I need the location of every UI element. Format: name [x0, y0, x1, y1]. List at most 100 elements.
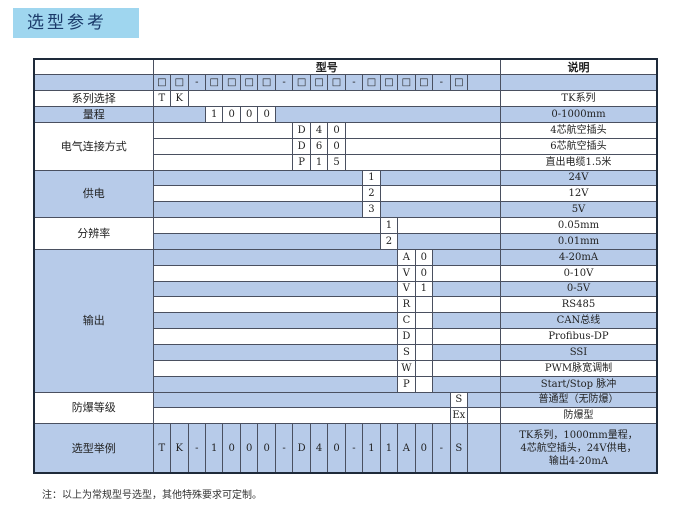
section-title: 选型参考	[13, 8, 139, 38]
example-code-cell: 0	[414, 423, 434, 474]
code-template-cell: -	[187, 74, 207, 92]
empty-cell	[152, 232, 381, 250]
code-template-cell: □	[397, 74, 416, 92]
template-desc-cell	[499, 74, 658, 92]
description-cell: Profibus-DP	[499, 328, 658, 345]
empty-cell	[379, 169, 501, 187]
description-cell: TK系列	[499, 90, 658, 108]
code-cell: 1	[362, 169, 381, 187]
example-code-cell: -	[432, 423, 451, 474]
example-code-cell: 4	[309, 423, 329, 474]
example-code-cell: D	[292, 423, 311, 474]
code-cell: D	[292, 121, 311, 139]
empty-cell	[152, 248, 399, 266]
example-code-cell: -	[274, 423, 294, 474]
example-code-cell: 0	[257, 423, 276, 474]
description-cell: Start/Stop 脉冲	[499, 375, 658, 393]
example-code-cell: 1	[204, 423, 224, 474]
empty-cell	[344, 153, 501, 171]
code-cell	[414, 328, 434, 345]
description-cell: 防爆型	[499, 407, 658, 425]
code-cell: V	[397, 264, 416, 282]
selection-table: 型号 说明 □ □ - □ □ □ □ - □ □ □ - □ □ □ □ - □ 系列选择 T K TK系列 量程 1 0 0 0 0-…	[33, 58, 658, 474]
code-template-cell: -	[344, 74, 364, 92]
code-cell: 0	[414, 264, 434, 282]
code-template-cell: □	[449, 74, 469, 92]
description-cell: RS485	[499, 296, 658, 314]
code-template-cell: □	[292, 74, 311, 92]
code-cell: R	[397, 296, 416, 314]
code-cell: 4	[309, 121, 329, 139]
example-code-cell: S	[449, 423, 469, 474]
empty-cell	[152, 359, 399, 377]
corner-cell	[33, 58, 154, 76]
empty-cell	[432, 375, 501, 393]
example-description-line: 4芯航空插头，24V供电，	[520, 442, 637, 454]
example-code-cell: 1	[379, 423, 399, 474]
empty-cell	[152, 185, 364, 203]
example-code-cell: T	[152, 423, 172, 474]
code-cell: D	[397, 328, 416, 345]
empty-cell	[397, 232, 501, 250]
empty-cell	[152, 201, 364, 219]
empty-cell	[432, 343, 501, 361]
code-cell: 6	[309, 137, 329, 155]
code-cell: 1	[414, 280, 434, 298]
code-cell: Ex	[449, 407, 469, 425]
empty-cell	[467, 407, 501, 425]
empty-cell	[274, 106, 501, 123]
code-cell: 1	[379, 217, 399, 234]
row-label: 选型举例	[33, 423, 154, 474]
row-label: 供电	[33, 169, 154, 219]
code-cell: 2	[379, 232, 399, 250]
empty-cell	[432, 280, 501, 298]
empty-cell	[467, 391, 501, 409]
code-template-cell: -	[274, 74, 294, 92]
code-template-cell: □	[222, 74, 241, 92]
code-cell: 5	[327, 153, 346, 171]
description-cell: 0-1000mm	[499, 106, 658, 123]
example-code-cell: -	[187, 423, 207, 474]
code-cell	[414, 312, 434, 330]
code-cell	[414, 359, 434, 377]
empty-cell	[187, 90, 501, 108]
template-label-cell	[33, 74, 154, 92]
empty-cell	[344, 137, 501, 155]
code-cell: W	[397, 359, 416, 377]
empty-cell	[152, 106, 207, 123]
row-label: 输出	[33, 248, 154, 393]
code-cell: 1	[204, 106, 224, 123]
row-label: 量程	[33, 106, 154, 123]
example-description-line: TK系列，1000mm量程，	[519, 429, 638, 441]
empty-cell	[344, 121, 501, 139]
example-code-cell: -	[344, 423, 364, 474]
code-cell: K	[170, 90, 189, 108]
code-cell: 3	[362, 201, 381, 219]
empty-cell	[432, 296, 501, 314]
template-spacer-cell	[467, 74, 501, 92]
model-header: 型号	[152, 58, 501, 76]
code-cell: 2	[362, 185, 381, 203]
empty-cell	[432, 328, 501, 345]
code-template-cell: □	[309, 74, 329, 92]
row-label: 防爆等级	[33, 391, 154, 425]
example-code-cell: A	[397, 423, 416, 474]
empty-cell	[152, 137, 294, 155]
code-template-cell: □	[239, 74, 259, 92]
row-label: 系列选择	[33, 90, 154, 108]
example-code-cell: 0	[222, 423, 241, 474]
code-template-cell: □	[257, 74, 276, 92]
row-label: 分辨率	[33, 217, 154, 250]
example-code-cell: 0	[239, 423, 259, 474]
description-header: 说明	[499, 58, 658, 76]
description-cell: 12V	[499, 185, 658, 203]
description-cell: 普通型（无防爆）	[499, 391, 658, 409]
code-cell: S	[397, 343, 416, 361]
description-cell: CAN总线	[499, 312, 658, 330]
empty-cell	[432, 264, 501, 282]
code-template-cell: □	[204, 74, 224, 92]
empty-cell	[379, 185, 501, 203]
empty-cell	[152, 280, 399, 298]
code-template-cell: -	[432, 74, 451, 92]
code-cell: 0	[414, 248, 434, 266]
